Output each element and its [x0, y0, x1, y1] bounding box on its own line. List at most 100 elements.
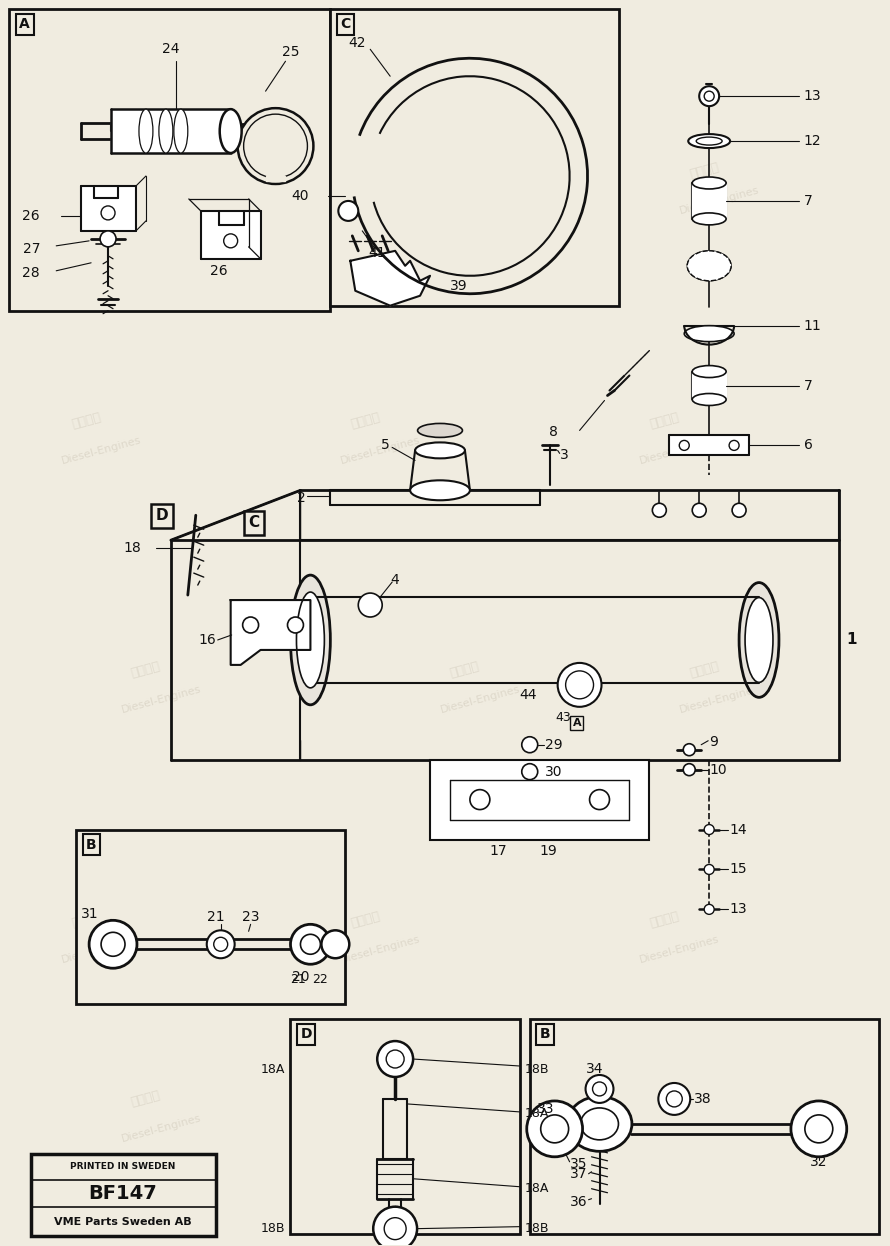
- Text: 42: 42: [348, 36, 366, 50]
- Circle shape: [338, 201, 359, 221]
- Text: 32: 32: [810, 1155, 828, 1169]
- Text: 24: 24: [162, 42, 180, 56]
- Circle shape: [652, 503, 667, 517]
- Text: 8: 8: [549, 425, 558, 440]
- Text: 36: 36: [570, 1195, 587, 1209]
- Text: BF147: BF147: [89, 1184, 158, 1202]
- Text: D: D: [301, 1027, 312, 1042]
- Text: 38: 38: [694, 1091, 712, 1106]
- Text: 18A: 18A: [525, 1182, 549, 1195]
- Circle shape: [667, 1091, 683, 1106]
- Text: A: A: [20, 17, 30, 31]
- Text: 35: 35: [570, 1156, 587, 1171]
- Text: 26: 26: [22, 209, 40, 223]
- Polygon shape: [265, 176, 286, 181]
- Ellipse shape: [692, 177, 726, 189]
- Text: Diesel-Engines: Diesel-Engines: [638, 435, 720, 466]
- Circle shape: [684, 744, 695, 756]
- Circle shape: [373, 1206, 417, 1246]
- Ellipse shape: [684, 325, 734, 341]
- Text: 18B: 18B: [525, 1063, 549, 1075]
- Ellipse shape: [745, 598, 773, 683]
- Text: 29: 29: [545, 738, 562, 751]
- Text: Diesel-Engines: Diesel-Engines: [678, 186, 760, 217]
- Text: Diesel-Engines: Diesel-Engines: [339, 933, 421, 964]
- Bar: [77, 830, 345, 1004]
- Circle shape: [522, 736, 538, 753]
- Circle shape: [100, 231, 116, 247]
- Text: B: B: [86, 837, 97, 851]
- Text: 39: 39: [450, 279, 467, 293]
- Text: 18: 18: [123, 541, 141, 556]
- Text: 44: 44: [520, 688, 538, 701]
- Text: 13: 13: [804, 90, 821, 103]
- Circle shape: [589, 790, 610, 810]
- Text: 3: 3: [560, 449, 569, 462]
- Text: 33: 33: [538, 1101, 554, 1116]
- Circle shape: [791, 1101, 846, 1156]
- Text: 18B: 18B: [261, 1222, 286, 1235]
- Circle shape: [89, 921, 137, 968]
- Text: 43: 43: [555, 711, 571, 724]
- Text: 紫发动力: 紫发动力: [130, 659, 162, 680]
- Text: 10: 10: [709, 763, 727, 776]
- Text: 紫发动力: 紫发动力: [449, 1089, 481, 1109]
- Text: 26: 26: [210, 264, 228, 278]
- Circle shape: [522, 764, 538, 780]
- Text: 14: 14: [729, 822, 747, 836]
- Text: 紫发动力: 紫发动力: [688, 1089, 720, 1109]
- Text: 25: 25: [282, 45, 299, 60]
- Circle shape: [238, 108, 313, 184]
- Polygon shape: [692, 371, 726, 400]
- Text: 5: 5: [382, 439, 390, 452]
- Circle shape: [679, 440, 689, 450]
- Circle shape: [566, 670, 594, 699]
- Circle shape: [359, 593, 382, 617]
- Ellipse shape: [417, 424, 463, 437]
- Text: 34: 34: [586, 1062, 603, 1077]
- Ellipse shape: [174, 110, 188, 153]
- Circle shape: [541, 1115, 569, 1143]
- Text: C: C: [340, 17, 351, 31]
- Ellipse shape: [688, 135, 730, 148]
- Text: 13: 13: [729, 902, 747, 916]
- Text: 紫发动力: 紫发动力: [688, 659, 720, 680]
- Ellipse shape: [139, 110, 153, 153]
- Circle shape: [214, 937, 228, 951]
- Circle shape: [386, 1050, 404, 1068]
- Circle shape: [704, 825, 714, 835]
- Text: 41: 41: [368, 245, 386, 260]
- Ellipse shape: [159, 110, 173, 153]
- Ellipse shape: [580, 1108, 619, 1140]
- Ellipse shape: [567, 1096, 632, 1151]
- Circle shape: [101, 932, 125, 956]
- Text: 18B: 18B: [525, 1222, 549, 1235]
- Text: 1: 1: [846, 633, 857, 648]
- Polygon shape: [692, 183, 726, 219]
- Text: B: B: [539, 1027, 550, 1042]
- Text: Diesel-Engines: Diesel-Engines: [60, 933, 142, 964]
- Circle shape: [377, 1042, 413, 1077]
- Circle shape: [659, 1083, 691, 1115]
- Text: 21: 21: [206, 911, 224, 925]
- Circle shape: [593, 1082, 606, 1096]
- Text: Diesel-Engines: Diesel-Engines: [120, 684, 202, 715]
- Circle shape: [301, 934, 320, 954]
- Text: 紫发动力: 紫发动力: [449, 161, 481, 181]
- Polygon shape: [669, 435, 749, 455]
- Text: 21: 21: [290, 973, 306, 986]
- Circle shape: [287, 617, 303, 633]
- Text: PRINTED IN SWEDEN: PRINTED IN SWEDEN: [70, 1163, 175, 1171]
- Text: 6: 6: [804, 439, 813, 452]
- Text: 紫发动力: 紫发动力: [449, 659, 481, 680]
- Circle shape: [243, 617, 259, 633]
- Ellipse shape: [415, 442, 465, 459]
- Circle shape: [704, 865, 714, 875]
- Circle shape: [321, 931, 349, 958]
- Text: 7: 7: [804, 379, 813, 392]
- Polygon shape: [81, 186, 136, 231]
- Circle shape: [470, 790, 490, 810]
- Text: 4: 4: [390, 573, 399, 587]
- Text: 紫发动力: 紫发动力: [349, 410, 382, 431]
- Circle shape: [558, 663, 602, 706]
